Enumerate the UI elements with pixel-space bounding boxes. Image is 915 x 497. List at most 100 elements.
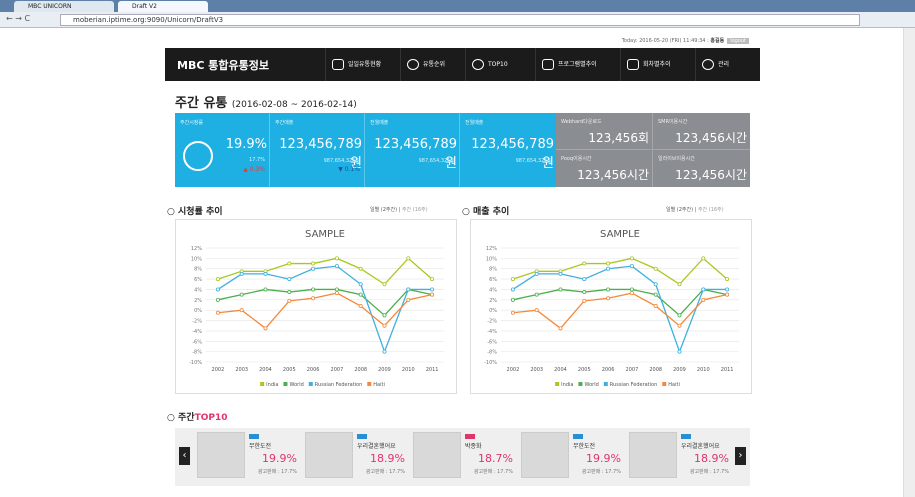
x-tick-label: 2005 xyxy=(578,367,591,373)
data-point xyxy=(383,324,386,327)
browser-tab[interactable]: Draft V2 xyxy=(118,1,208,12)
data-point xyxy=(702,257,705,260)
data-point xyxy=(383,314,386,317)
menu-item[interactable]: 일일유통현황 xyxy=(325,48,400,81)
menu-item[interactable]: 관리 xyxy=(695,48,760,81)
browser-tab[interactable]: MBC UNICORN xyxy=(14,1,114,12)
data-point xyxy=(407,257,410,260)
tab[interactable]: 주간 (16주) xyxy=(402,207,428,213)
tab[interactable]: 일별 (2주간) xyxy=(666,207,693,213)
x-tick-label: 2004 xyxy=(554,367,567,373)
url-field[interactable]: moberian.iptime.org:9090/Unicorn/DraftV3 xyxy=(60,14,860,26)
data-point xyxy=(559,272,562,275)
scrollbar[interactable] xyxy=(903,28,915,497)
program-name: 무한도전 xyxy=(573,441,595,450)
tab[interactable]: 일별 (2주간) xyxy=(370,207,397,213)
nav-buttons[interactable]: ← → C xyxy=(6,14,30,23)
x-tick-label: 2010 xyxy=(697,367,710,373)
menu-label[interactable]: 회차별추이 xyxy=(643,61,671,68)
menu-label[interactable]: 프로그램별추이 xyxy=(558,61,597,68)
x-tick-label: 2006 xyxy=(307,367,320,373)
legend-swatch xyxy=(604,382,608,386)
thumbnail xyxy=(413,432,461,478)
legend-label: India xyxy=(266,382,278,388)
y-tick-label: 4% xyxy=(489,287,497,293)
menu-label[interactable]: 유통순위 xyxy=(423,61,445,68)
data-point xyxy=(654,283,657,286)
data-point xyxy=(511,277,514,280)
legend-swatch xyxy=(555,382,559,386)
legend-label: India xyxy=(561,382,573,388)
legend-swatch xyxy=(578,382,582,386)
program-rate: 18.9% xyxy=(370,452,405,465)
data-point xyxy=(702,298,705,301)
prev-button[interactable]: ‹ xyxy=(179,447,190,465)
stat: 주간시청률 19.9% 17.7% ▲ 0.3% xyxy=(175,113,270,187)
data-point xyxy=(240,272,243,275)
menu-item[interactable]: 유통순위 xyxy=(400,48,465,81)
usage-value: 123,456시간 xyxy=(675,129,747,146)
today: Today: 2016-05-20 (FRI) 11:49:34 : xyxy=(622,38,709,44)
data-point xyxy=(407,298,410,301)
logo[interactable]: MBC 통합유통정보 xyxy=(177,57,269,73)
data-point xyxy=(607,288,610,291)
thumbnail xyxy=(305,432,353,478)
menu-item[interactable]: TOP10 xyxy=(465,48,535,81)
usage: 일라이브이용시간 123,456시간 xyxy=(653,150,750,187)
data-point xyxy=(288,277,291,280)
next-button[interactable]: › xyxy=(735,447,746,465)
data-point xyxy=(240,309,243,312)
legend-label: Russian Federation xyxy=(315,382,362,388)
data-point xyxy=(359,267,362,270)
stat-sub: 17.7% xyxy=(249,157,265,163)
menu-item[interactable]: 회차별추이 xyxy=(620,48,695,81)
data-point xyxy=(216,311,219,314)
data-point xyxy=(630,291,633,294)
heading-accent: TOP10 xyxy=(195,413,228,423)
legend-label: World xyxy=(289,382,303,388)
x-tick-label: 2003 xyxy=(235,367,248,373)
stat: 전월매출 123,456,789원 987,654,321원 xyxy=(365,113,460,187)
x-tick-label: 2009 xyxy=(378,367,391,373)
stat-label: 전월매출 xyxy=(465,119,483,126)
data-point xyxy=(607,262,610,265)
tab[interactable]: 주간 (16주) xyxy=(698,207,724,213)
y-tick-label: -2% xyxy=(487,319,497,325)
data-point xyxy=(630,265,633,268)
logout[interactable]: logout xyxy=(727,38,749,44)
y-tick-label: 2% xyxy=(489,298,497,304)
y-tick-label: 6% xyxy=(194,277,202,283)
chart-heading: ○ 시청률 추이 xyxy=(167,204,223,217)
y-tick-label: 12% xyxy=(486,246,497,252)
data-point xyxy=(264,272,267,275)
data-point xyxy=(359,304,362,307)
usage: Pooq이용시간 123,456시간 xyxy=(556,150,653,187)
y-tick-label: 6% xyxy=(489,277,497,283)
user: 홍길동 xyxy=(710,38,724,44)
chart-box: SAMPLE-10%-8%-6%-4%-2%0%2%4%6%8%10%12%20… xyxy=(175,219,457,394)
data-point xyxy=(726,277,729,280)
legend-swatch xyxy=(260,382,264,386)
menu-item[interactable]: 프로그램별추이 xyxy=(535,48,620,81)
data-point xyxy=(288,299,291,302)
heading-text: 주간 xyxy=(178,413,195,423)
menu-label[interactable]: TOP10 xyxy=(488,61,508,68)
y-tick-label: 10% xyxy=(486,256,497,262)
period: (2016-02-08 ~ 2016-02-14) xyxy=(232,100,357,110)
menu-label[interactable]: 일일유통현황 xyxy=(348,61,381,68)
data-point xyxy=(583,277,586,280)
x-tick-label: 2007 xyxy=(626,367,639,373)
stat-sub: 987,654,321원 xyxy=(516,157,552,164)
menu-label[interactable]: 관리 xyxy=(718,61,729,68)
chart-title: SAMPLE xyxy=(600,229,640,240)
x-tick-label: 2007 xyxy=(331,367,344,373)
data-point xyxy=(654,267,657,270)
stat-sub: 987,654,321원 xyxy=(324,157,360,164)
badge xyxy=(681,434,691,439)
usage-label: 일라이브이용시간 xyxy=(658,155,695,162)
